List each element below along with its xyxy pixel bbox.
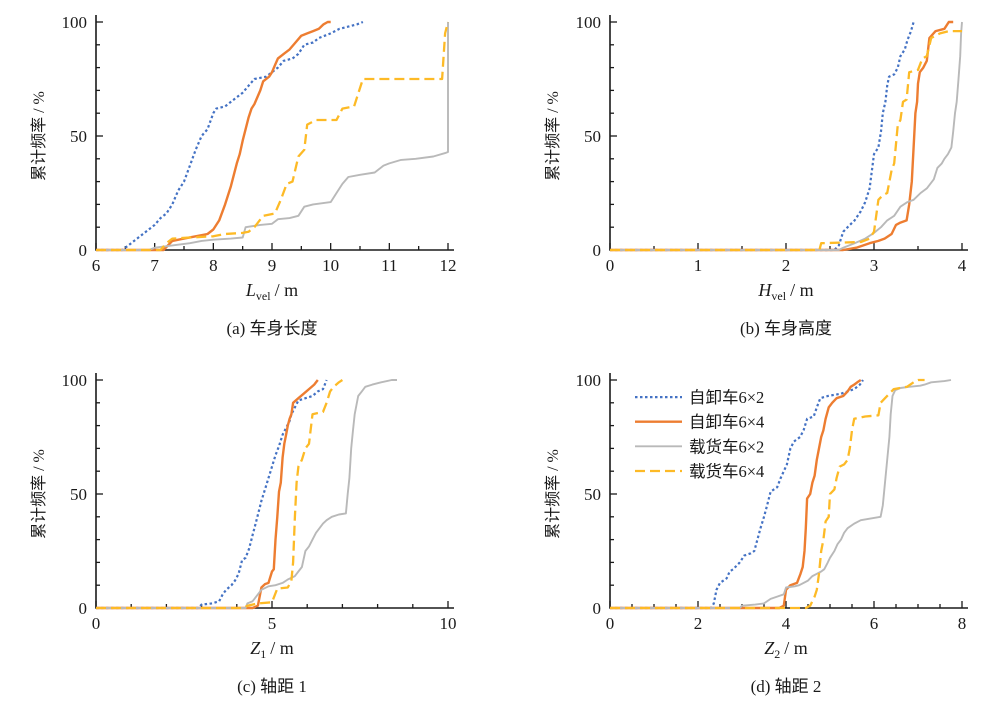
y-axis-label: 累计频率 / % (30, 91, 48, 181)
svg-text:0: 0 (593, 599, 602, 618)
series-line-2 (96, 22, 449, 251)
svg-text:0: 0 (92, 614, 101, 633)
x-axis-label: Z2/ m (764, 638, 808, 661)
series-line-0 (96, 20, 364, 252)
svg-text:0: 0 (593, 241, 602, 260)
svg-text:0: 0 (606, 614, 615, 633)
series-line-0 (610, 379, 864, 610)
svg-text:50: 50 (584, 127, 601, 146)
svg-text:4: 4 (782, 614, 791, 633)
tick-labels: 0 2 4 6 8 0 50 100 (576, 371, 967, 633)
legend-label: 载货车6×2 (689, 437, 764, 456)
axis-lines (95, 373, 454, 609)
y-axis-label: 累计频率 / % (544, 449, 562, 539)
x-axis-label: Hvel / m (757, 280, 813, 303)
svg-text:6: 6 (92, 256, 101, 275)
series-line-2 (96, 379, 397, 609)
series-line-1 (610, 378, 862, 610)
chart-panel-a-body-length: 6 7 8 9 10 11 12 0 50 100 Lvel / m 累计频率 / % (a) 车身长度 (30, 13, 457, 338)
svg-text:1: 1 (694, 256, 703, 275)
svg-text:10: 10 (322, 256, 339, 275)
svg-text:2: 2 (694, 614, 703, 633)
x-axis-label: Z1/ m (250, 638, 294, 661)
y-axis-label: 累计频率 / % (544, 91, 562, 181)
panel-caption: (b) 车身高度 (740, 319, 832, 338)
svg-text:2: 2 (782, 256, 791, 275)
panel-caption: (c) 轴距 1 (237, 677, 307, 696)
svg-text:3: 3 (870, 256, 879, 275)
svg-text:100: 100 (62, 371, 88, 390)
svg-text:0: 0 (79, 241, 88, 260)
series-line-3 (610, 29, 962, 252)
svg-text:100: 100 (576, 13, 602, 32)
series-line-1 (96, 379, 319, 610)
series-line-2 (610, 379, 952, 609)
legend-label: 自卸车6×4 (689, 413, 764, 432)
series-line-0 (610, 21, 915, 252)
axis-lines (609, 373, 968, 609)
svg-text:6: 6 (870, 614, 879, 633)
svg-text:4: 4 (958, 256, 967, 275)
svg-text:50: 50 (70, 485, 87, 504)
svg-text:11: 11 (381, 256, 397, 275)
axis-ticks (95, 21, 449, 251)
legend-label: 载货车6×4 (689, 462, 764, 481)
panel-caption: (d) 轴距 2 (751, 677, 822, 696)
series-line-0 (96, 379, 328, 610)
svg-text:100: 100 (576, 371, 602, 390)
series-line-1 (610, 20, 954, 252)
series-line-3 (610, 378, 925, 610)
svg-text:5: 5 (268, 614, 277, 633)
svg-text:12: 12 (440, 256, 457, 275)
axis-ticks (609, 379, 963, 609)
svg-text:8: 8 (958, 614, 967, 633)
axis-ticks (609, 21, 963, 251)
chart-panel-b-body-height: 0 1 2 3 4 0 50 100 Hvel / m 累计频率 / % (b) 车身高度 (544, 13, 968, 338)
tick-labels: 6 7 8 9 10 11 12 0 50 100 (62, 13, 457, 275)
svg-text:9: 9 (268, 256, 277, 275)
svg-text:0: 0 (79, 599, 88, 618)
svg-text:8: 8 (209, 256, 218, 275)
svg-text:50: 50 (70, 127, 87, 146)
legend-label: 自卸车6×2 (689, 388, 764, 407)
svg-text:100: 100 (62, 13, 88, 32)
svg-text:10: 10 (440, 614, 457, 633)
axis-lines (95, 15, 454, 251)
svg-text:50: 50 (584, 485, 601, 504)
series-line-3 (96, 21, 450, 252)
y-axis-label: 累计频率 / % (30, 449, 48, 539)
svg-text:0: 0 (606, 256, 615, 275)
series-line-1 (96, 20, 331, 252)
series-line-3 (96, 379, 344, 610)
legend: 自卸车6×2 自卸车6×4 载货车6×2 载货车6×4 (635, 388, 764, 481)
x-axis-label: Lvel / m (245, 280, 298, 303)
tick-labels: 0 1 2 3 4 0 50 100 (576, 13, 967, 275)
panel-caption: (a) 车身长度 (226, 319, 317, 338)
svg-text:7: 7 (150, 256, 159, 275)
series-line-2 (610, 21, 963, 251)
